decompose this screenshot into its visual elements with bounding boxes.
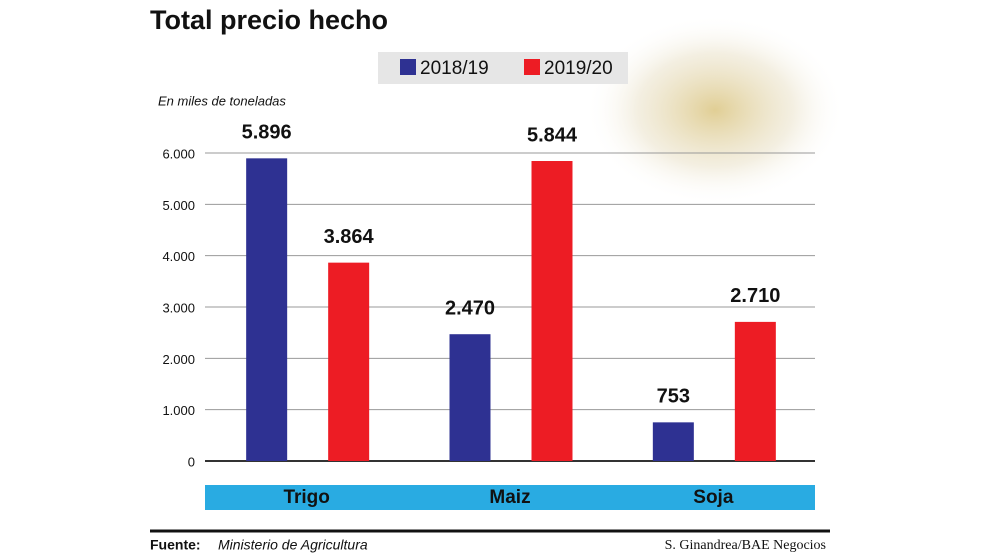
- legend-label: 2018/19: [420, 58, 489, 79]
- category-band: [205, 485, 815, 510]
- bar: [328, 262, 370, 461]
- y-tick-label: 4.000: [162, 249, 195, 264]
- y-tick-label: 6.000: [162, 146, 195, 161]
- legend-swatch: [400, 59, 416, 75]
- x-tick-label: Trigo: [283, 487, 329, 508]
- value-label: 3.864: [324, 226, 375, 248]
- x-tick-label: Maiz: [489, 487, 530, 508]
- credit: S. Ginandrea/BAE Negocios: [665, 538, 826, 553]
- value-label: 2.710: [730, 285, 780, 307]
- value-label: 5.896: [242, 122, 292, 144]
- legend-label: 2019/20: [544, 58, 613, 79]
- source-label: Fuente:: [150, 537, 201, 553]
- y-tick-label: 5.000: [162, 198, 195, 213]
- harvester-photo: [585, 15, 845, 205]
- unit-label: En miles de toneladas: [158, 93, 286, 108]
- value-label: 2.470: [445, 297, 495, 319]
- legend-swatch: [524, 59, 540, 75]
- source: Ministerio de Agricultura: [218, 537, 368, 553]
- legend-box: [378, 52, 628, 84]
- bar: [734, 321, 776, 461]
- x-tick-label: Soja: [693, 487, 734, 508]
- value-label: 5.844: [527, 124, 578, 146]
- y-tick-label: 2.000: [162, 352, 195, 367]
- y-tick-label: 3.000: [162, 300, 195, 315]
- value-label: 753: [657, 386, 690, 408]
- bar: [449, 334, 491, 461]
- y-tick-label: 1.000: [162, 403, 195, 418]
- y-tick-label: 0: [188, 454, 195, 469]
- chart-title: Total precio hecho: [150, 5, 388, 35]
- bar: [246, 158, 288, 461]
- bar: [652, 422, 694, 461]
- bar: [531, 161, 573, 461]
